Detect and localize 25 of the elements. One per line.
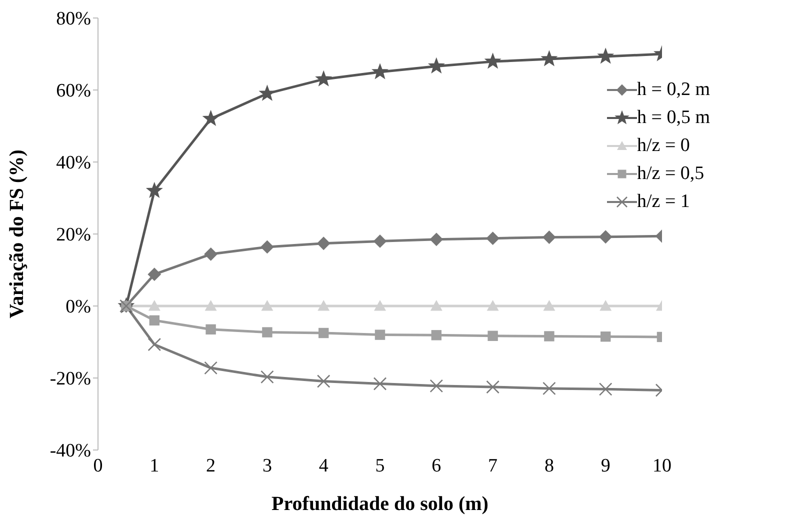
x-tick-label: 7 — [488, 455, 498, 476]
y-tick-label: 60% — [56, 80, 92, 102]
x-tick-label: 0 — [93, 455, 103, 476]
y-tick-label: 0% — [66, 296, 92, 318]
legend-label: h/z = 1 — [637, 191, 690, 213]
x-tick-label: 9 — [600, 455, 610, 476]
x-tick-label: 4 — [318, 455, 329, 476]
y-tick-label: -40% — [50, 440, 92, 462]
legend-label: h = 0,5 m — [637, 107, 710, 129]
y-tick-label: 40% — [56, 152, 92, 174]
y-tick-label: 20% — [56, 224, 92, 246]
x-tick-label: 6 — [432, 455, 442, 476]
x-tick-label: 3 — [262, 455, 272, 476]
x-tick-label: 2 — [206, 455, 216, 476]
x-tick-label: 10 — [652, 455, 672, 476]
x-tick-label: 1 — [150, 455, 160, 476]
x-tick-label: 5 — [375, 455, 385, 476]
y-axis-title: Variação do FS (%) — [6, 150, 28, 318]
x-axis-title: Profundidade do solo (m) — [272, 493, 488, 515]
legend-label: h = 0,2 m — [637, 79, 710, 101]
legend-label: h/z = 0 — [637, 135, 690, 157]
y-tick-label: -20% — [50, 368, 92, 390]
x-tick-label: 8 — [544, 455, 554, 476]
legend-label: h/z = 0,5 — [637, 163, 704, 185]
y-tick-label: 80% — [56, 8, 92, 30]
